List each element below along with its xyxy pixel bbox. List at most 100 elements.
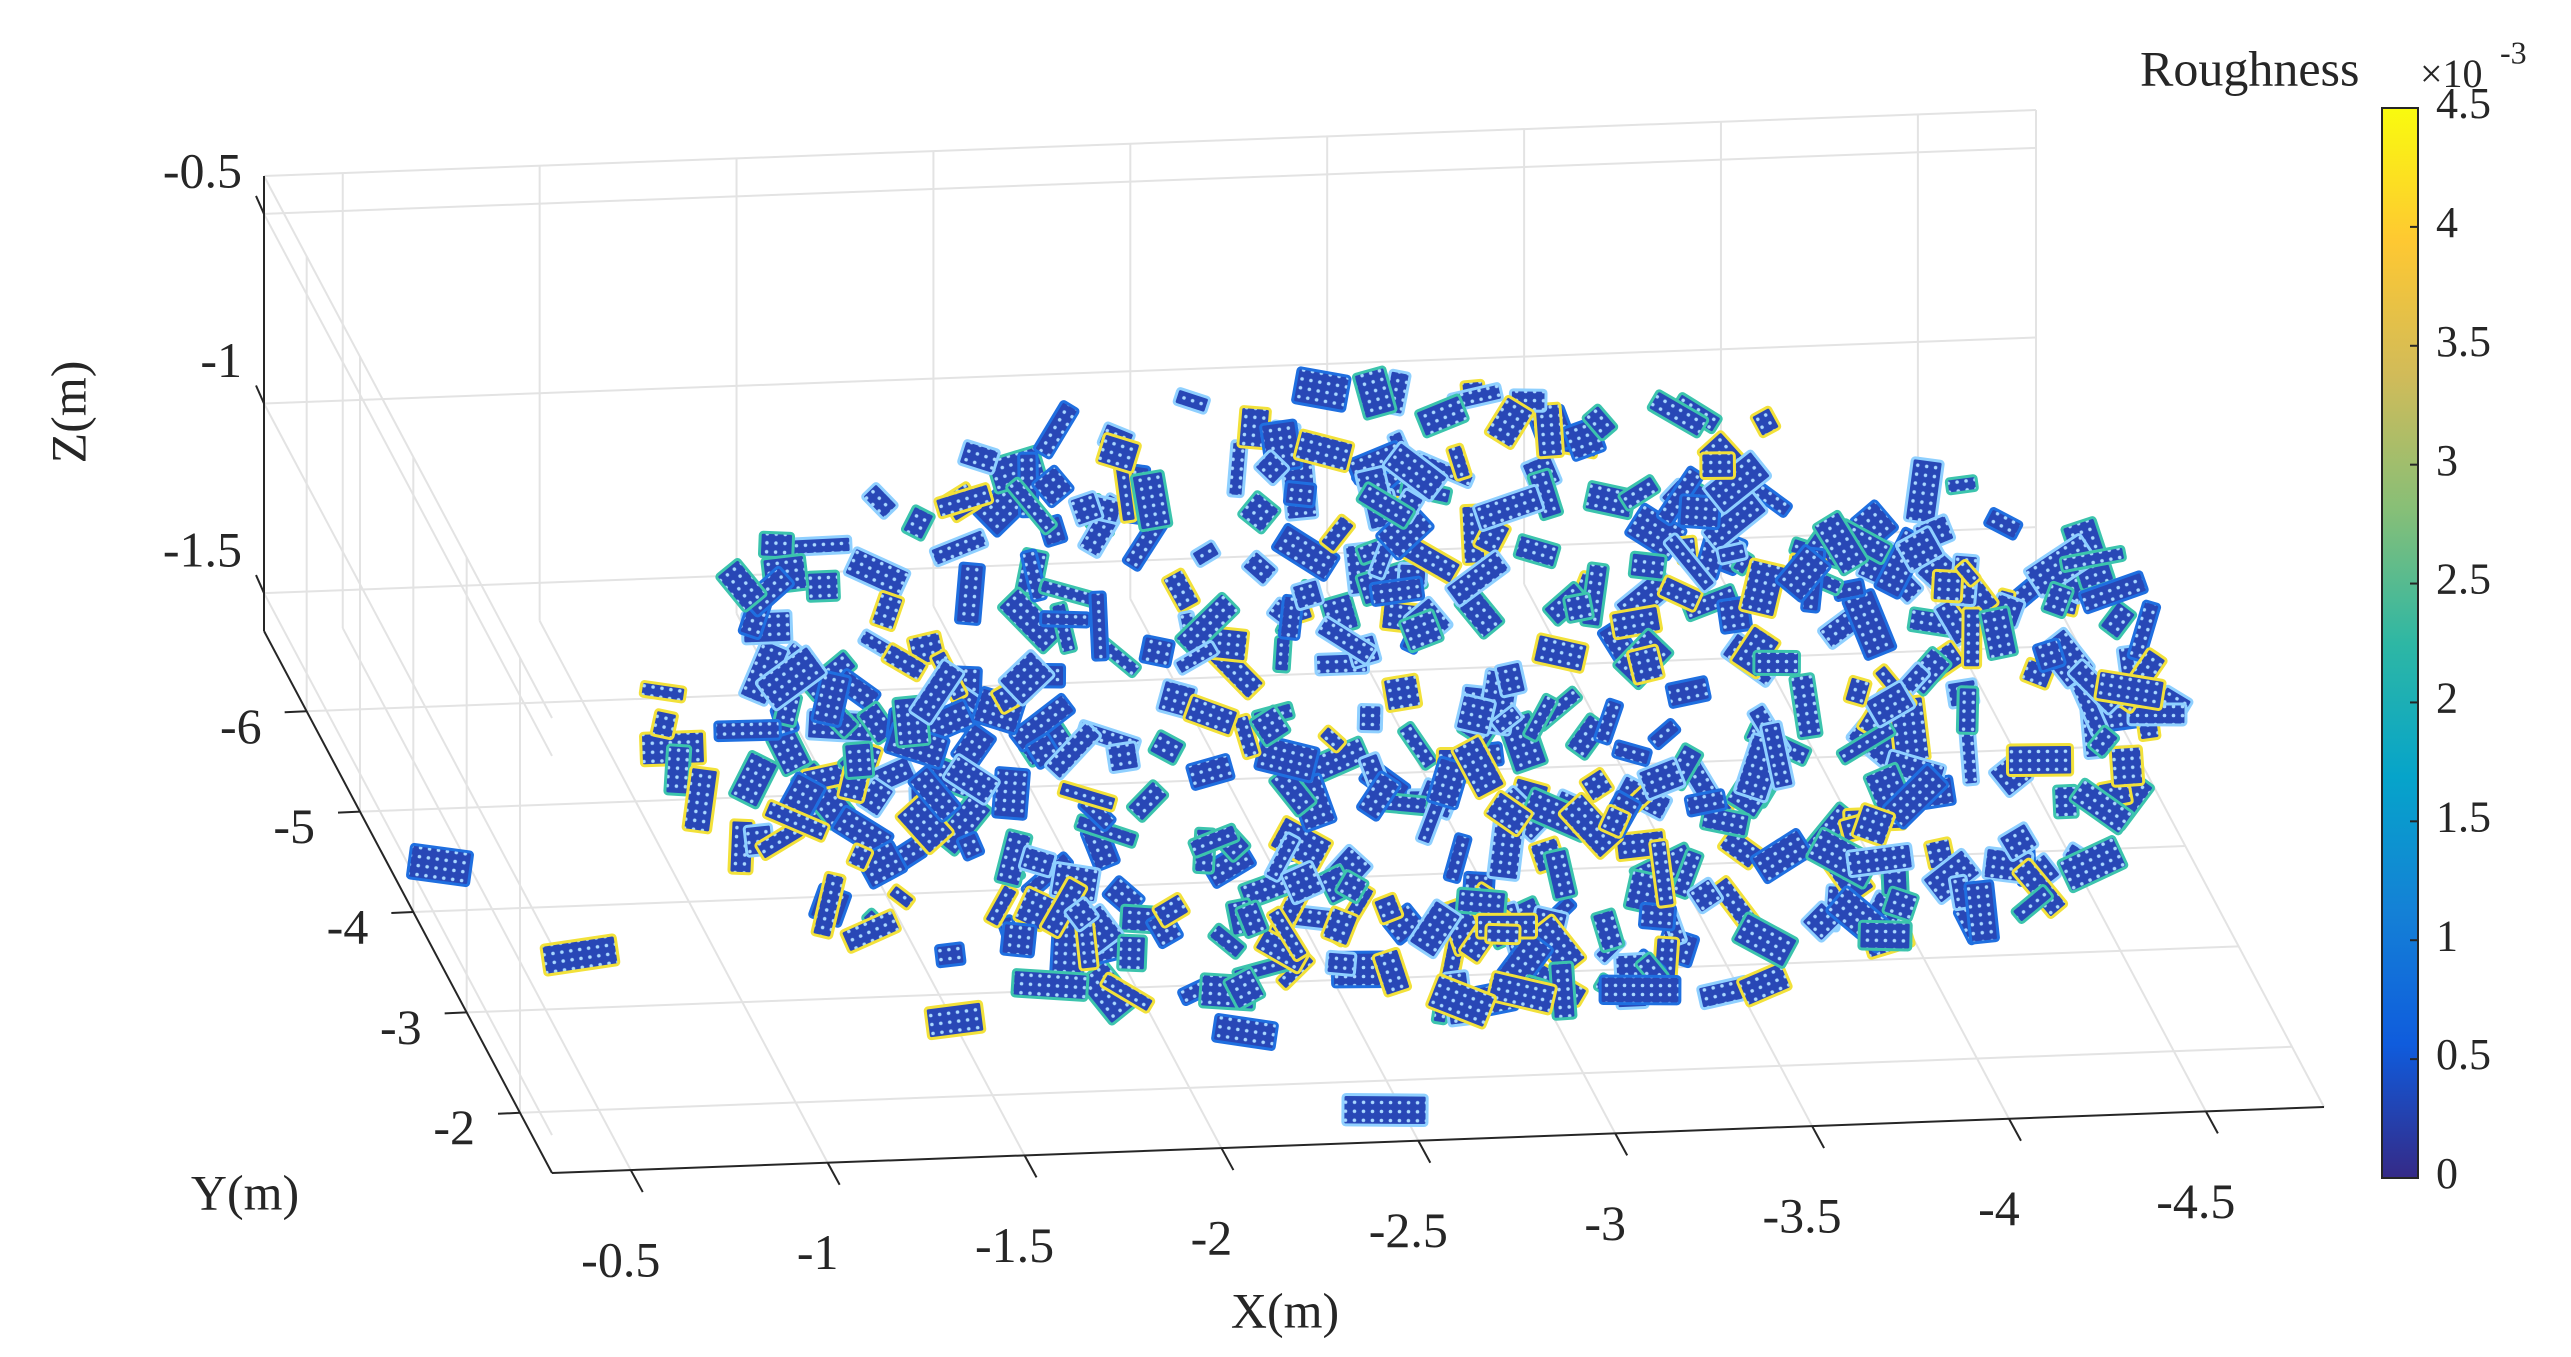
rock xyxy=(1881,885,1920,923)
grid-line xyxy=(263,213,553,757)
grid-line xyxy=(359,744,2133,813)
rock xyxy=(1005,476,1058,536)
rock xyxy=(1978,605,2019,661)
rock xyxy=(1699,804,1752,839)
rock xyxy=(1056,779,1119,813)
rock xyxy=(923,999,987,1041)
rock xyxy=(1008,692,1076,753)
rock xyxy=(1983,507,2024,541)
rock xyxy=(1290,577,1325,612)
rock xyxy=(1593,697,1625,746)
rock xyxy=(1234,899,1270,939)
rock xyxy=(1963,879,2000,945)
rock xyxy=(2040,580,2075,620)
rock xyxy=(1414,393,1470,439)
colorbar-tick-label: 3 xyxy=(2436,436,2458,485)
y-tick xyxy=(497,1111,521,1115)
rock xyxy=(1067,490,1105,528)
rock xyxy=(1172,387,1211,415)
x-tick-label: -2 xyxy=(1191,1210,1233,1266)
rock xyxy=(1617,474,1662,512)
rock xyxy=(1680,583,1740,623)
rock xyxy=(869,589,906,633)
rock xyxy=(1185,753,1236,791)
rock xyxy=(1656,574,1704,613)
rock xyxy=(1759,719,1796,791)
rock xyxy=(1291,366,1352,413)
rock xyxy=(1683,788,1728,818)
x-tick-label: -3.5 xyxy=(1763,1188,1842,1244)
rock xyxy=(1371,946,1413,998)
rock xyxy=(1578,766,1615,804)
x-tick xyxy=(1417,1140,1432,1164)
rock xyxy=(1161,567,1201,614)
rock xyxy=(1627,550,1668,582)
rock xyxy=(715,557,768,613)
rock xyxy=(1381,672,1424,713)
rock xyxy=(1736,960,1793,1008)
rock xyxy=(1845,841,1915,879)
rock xyxy=(907,765,962,823)
rock xyxy=(1788,672,1824,741)
rock xyxy=(1356,770,1402,822)
rock xyxy=(1484,922,1522,946)
rock xyxy=(900,504,936,542)
colorbar-tick-label: 4 xyxy=(2436,198,2458,247)
rock xyxy=(1398,608,1445,654)
z-tick-label: -1 xyxy=(200,332,242,388)
grid-line xyxy=(263,336,2037,405)
point-cloud xyxy=(406,365,2194,1128)
rock xyxy=(1715,541,1749,566)
rock xyxy=(1397,720,1439,771)
rock xyxy=(1598,974,1682,1006)
rock xyxy=(810,870,847,940)
rock xyxy=(997,586,1065,655)
rock xyxy=(1222,966,1267,1011)
rock xyxy=(1266,905,1310,963)
colorbar-tick-label: 0.5 xyxy=(2436,1030,2491,1079)
y-tick-label: -3 xyxy=(380,999,422,1055)
rock xyxy=(1248,704,1292,748)
rock xyxy=(728,749,780,810)
rock xyxy=(1138,634,1176,669)
rock xyxy=(1318,513,1357,554)
rock xyxy=(1341,1092,1429,1128)
rock xyxy=(1253,449,1291,487)
rock xyxy=(928,527,990,568)
rock xyxy=(1686,876,1724,915)
grid-line xyxy=(341,627,632,1171)
grid-line xyxy=(263,146,2037,215)
x-tick xyxy=(1811,1125,1825,1149)
rock xyxy=(1738,557,1788,620)
rock xyxy=(861,482,899,520)
rock xyxy=(1835,720,1897,766)
rock xyxy=(1279,860,1326,906)
rock xyxy=(1611,739,1653,767)
z-tick-label: -1.5 xyxy=(163,522,242,578)
x-tick xyxy=(629,1169,644,1193)
rock xyxy=(1292,428,1356,474)
rock xyxy=(406,842,474,888)
rock xyxy=(1774,544,1832,603)
x-tick-label: -1.5 xyxy=(975,1217,1054,1273)
rock xyxy=(805,569,841,603)
colorbar-tick-label: 1 xyxy=(2436,911,2458,960)
rock xyxy=(1371,891,1405,926)
rock xyxy=(1749,405,1782,439)
rock xyxy=(1044,720,1102,781)
y-tick-label: -2 xyxy=(433,1099,475,1155)
rock xyxy=(957,439,1001,476)
axes: -0.5 -1 -1.5 -2 -2.5 -3 -3.5 -4 -4.5-6-5-4-3-2-1… xyxy=(163,109,2325,1288)
rock xyxy=(1125,779,1170,823)
rock xyxy=(1662,532,1717,594)
z-tick xyxy=(255,574,265,594)
rock xyxy=(1444,549,1511,608)
x-tick xyxy=(2204,1110,2219,1134)
rock xyxy=(1930,568,1965,604)
colorbar-multiplier: ×10 xyxy=(2420,51,2483,96)
rock xyxy=(1445,442,1473,482)
rock xyxy=(1151,891,1191,929)
rock xyxy=(2098,599,2138,641)
